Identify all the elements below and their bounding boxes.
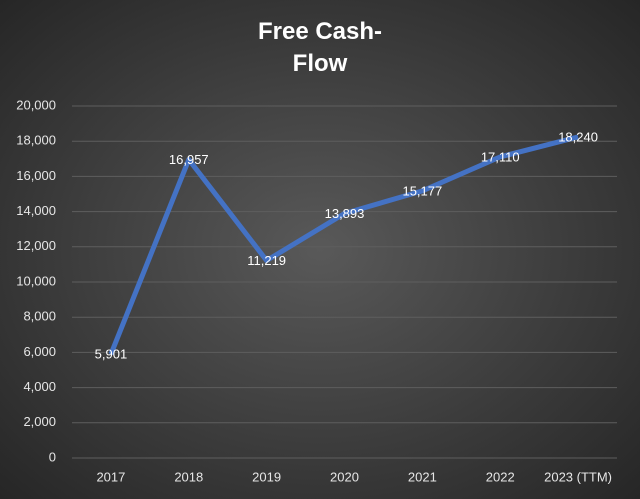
y-tick-label: 6,000	[23, 344, 56, 359]
data-label: 13,893	[325, 206, 365, 221]
x-tick-label: 2020	[330, 469, 359, 484]
y-tick-label: 12,000	[16, 238, 56, 253]
y-tick-label: 14,000	[16, 203, 56, 218]
y-tick-label: 4,000	[23, 379, 56, 394]
data-label: 11,219	[247, 253, 286, 268]
x-tick-label: 2022	[486, 469, 515, 484]
x-tick-label: 2021	[408, 469, 437, 484]
y-tick-label: 16,000	[16, 168, 56, 183]
chart-title: Free Cash-Flow	[257, 18, 383, 77]
y-tick-label: 18,000	[16, 133, 56, 148]
x-tick-label: 2017	[96, 469, 125, 484]
data-label: 15,177	[402, 183, 442, 198]
y-tick-label: 0	[49, 449, 56, 464]
x-tick-label: 2023 (TTM)	[544, 469, 612, 484]
line-series	[108, 134, 579, 356]
y-tick-label: 2,000	[23, 414, 56, 429]
data-label: 16,957	[169, 152, 209, 167]
data-label: 18,240	[558, 129, 598, 144]
y-tick-label: 8,000	[23, 309, 56, 324]
data-label: 17,110	[481, 149, 520, 164]
x-tick-label: 2019	[252, 469, 281, 484]
y-tick-label: 10,000	[16, 273, 56, 288]
y-tick-label: 20,000	[16, 97, 56, 112]
x-tick-label: 2018	[174, 469, 203, 484]
data-label: 5,901	[95, 347, 128, 362]
